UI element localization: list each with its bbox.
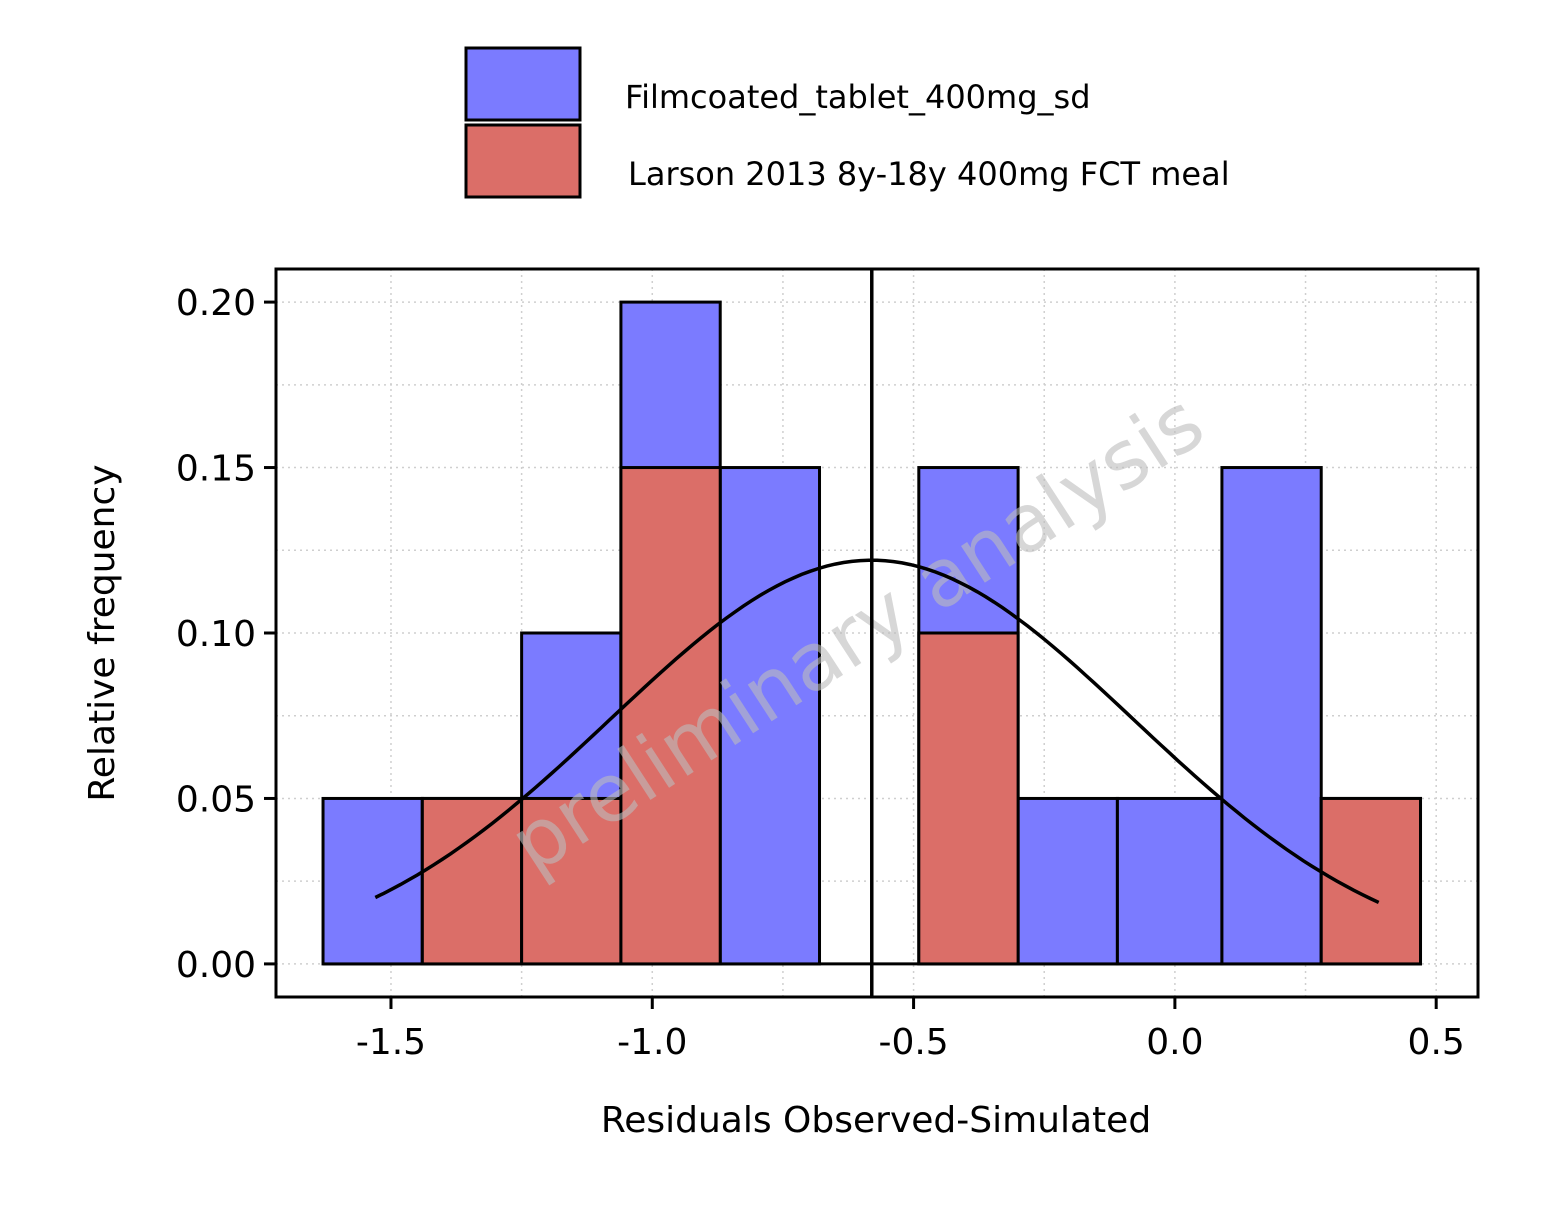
y-axis-title: Relative frequency [82,464,123,801]
histogram-bar [1115,796,1224,966]
legend-label-larson: Larson 2013 8y-18y 400mg FCT meal [628,155,1230,193]
y-tick-label: 0.10 [176,614,256,655]
histogram-bar [917,631,1020,966]
x-tick-label: 0.0 [1146,1022,1203,1063]
y-tick-label: 0.00 [176,945,256,986]
x-axis-title: Residuals Observed-Simulated [601,1100,1151,1141]
overlay-lines [374,269,1380,997]
histogram-bar [420,796,524,966]
legend-swatch-filmcoated [464,46,582,122]
y-tick-label: 0.15 [176,449,256,490]
x-tick-label: 0.5 [1408,1022,1465,1063]
histogram-bar [520,796,623,966]
normal-curve [374,558,1380,904]
x-tick-label: -0.5 [878,1022,948,1063]
legend-swatch-larson [464,123,582,199]
y-tick-label: 0.20 [176,283,256,324]
histogram-bar [1220,466,1323,966]
legend: Filmcoated_tablet_400mg_sd Larson 2013 8… [464,46,1230,199]
histogram-bar [1016,796,1119,966]
legend-label-filmcoated: Filmcoated_tablet_400mg_sd [625,78,1091,116]
y-tick-label: 0.05 [176,779,256,820]
histogram-bar [619,466,722,966]
axes: 0.00 0.05 0.10 0.15 0.20 -1.5 -1.0 -0.5 0.0 0.5 [176,267,1480,1063]
x-tick-label: -1.0 [617,1022,687,1063]
x-tick-label: -1.5 [356,1022,426,1063]
